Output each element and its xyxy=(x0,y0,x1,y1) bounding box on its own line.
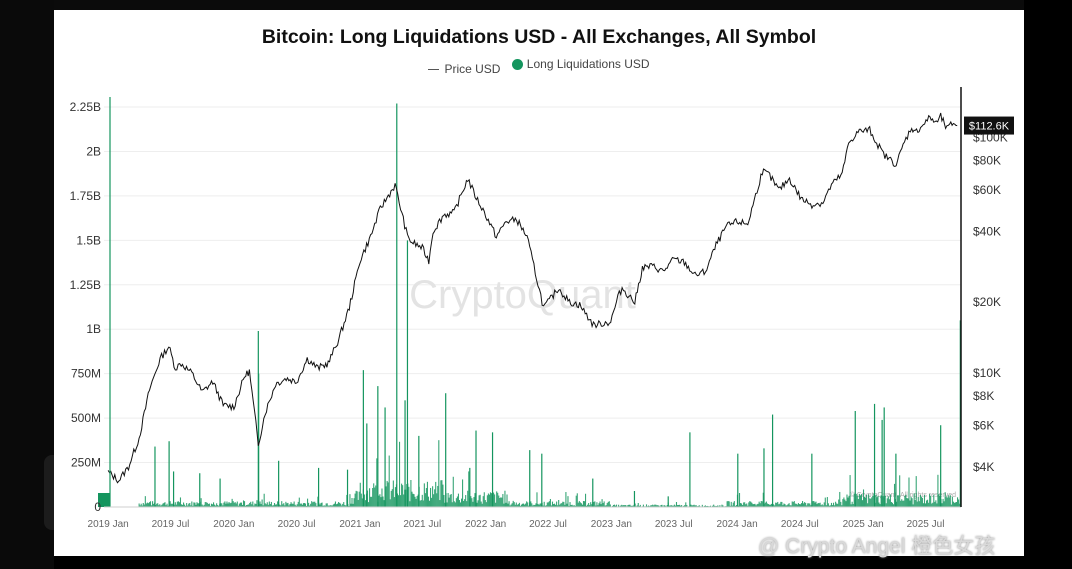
y-left-tick-label: 2B xyxy=(86,144,101,158)
x-tick-label: 2019 Jul xyxy=(152,519,190,530)
watermark-text: CryptoQuant xyxy=(409,273,636,317)
watermark-layer: CryptoQuant © CryptoQuant. All rights res… xyxy=(409,273,956,499)
legend-item-price[interactable]: Price USD xyxy=(428,62,500,76)
x-tick-label: 2020 Jul xyxy=(278,519,316,530)
y-left-tick-label: 0 xyxy=(94,500,101,514)
dot-legend-icon xyxy=(511,58,523,70)
right-dark-margin xyxy=(1024,0,1072,569)
y-left-tick-label: 2.25B xyxy=(70,100,101,114)
y-left-tick-label: 1.25B xyxy=(70,278,101,292)
x-tick-label: 2019 Jan xyxy=(88,519,129,530)
price-line-layer xyxy=(107,112,958,484)
y-left-tick-label: 1.75B xyxy=(70,189,101,203)
y-right-tick-label: $80K xyxy=(973,154,1001,168)
x-tick-label: 2025 Jan xyxy=(843,519,884,530)
x-tick-label: 2024 Jul xyxy=(781,519,819,530)
x-tick-label: 2022 Jan xyxy=(465,519,506,530)
axes-layer: 0 250M 500M 750M 1B 1.25B 1.5B 1.75B 2B 2.25B 2019… xyxy=(70,87,1014,530)
y-right-tick-label: $20K xyxy=(973,295,1001,309)
chart-title: Bitcoin: Long Liquidations USD - All Exc… xyxy=(261,26,817,48)
x-tick-label: 2022 Jul xyxy=(529,519,567,530)
y-right-tick-label: $40K xyxy=(973,224,1001,238)
y-right-tick-label: $4K xyxy=(973,460,994,474)
legend-item-liquidations[interactable]: Long Liquidations USD xyxy=(511,57,650,71)
y-left-tick-label: 750M xyxy=(71,367,101,381)
x-tick-label: 2023 Jul xyxy=(655,519,693,530)
chart-legend: Price USD Long Liquidations USD xyxy=(54,57,1024,76)
y-left-tick-label: 250M xyxy=(71,456,101,470)
chart-panel: Bitcoin: Long Liquidations USD - All Exc… xyxy=(54,10,1024,556)
x-tick-label: 2025 Jul xyxy=(907,519,945,530)
x-tick-label: 2024 Jan xyxy=(717,519,758,530)
y-left-tick-label: 1.5B xyxy=(76,233,101,247)
y-left-tick-label: 1B xyxy=(86,322,101,336)
y-right-tick-label: $10K xyxy=(973,366,1001,380)
copyright-text: © CryptoQuant. All rights reserved xyxy=(850,491,956,499)
price-line xyxy=(107,112,958,484)
x-tick-label: 2021 Jul xyxy=(403,519,441,530)
overlay-caption: @ Crypto Angel 橙色女孩 xyxy=(758,535,996,558)
x-tick-label: 2023 Jan xyxy=(591,519,632,530)
chart-svg: CryptoQuant © CryptoQuant. All rights res… xyxy=(70,87,1014,530)
y-right-tick-label: $8K xyxy=(973,389,994,403)
line-legend-icon xyxy=(428,68,440,70)
y-right-tick-label: $6K xyxy=(973,418,994,432)
x-tick-label: 2020 Jan xyxy=(213,519,254,530)
liquidation-bars xyxy=(98,103,961,507)
left-dark-margin xyxy=(0,0,58,569)
legend-label-liquidations: Long Liquidations USD xyxy=(526,57,650,71)
top-dark-bar xyxy=(0,0,1072,10)
price-badge-label: $112.6K xyxy=(969,121,1010,133)
origin-marker xyxy=(98,493,110,507)
y-right-tick-label: $60K xyxy=(973,183,1001,197)
y-left-tick-label: 500M xyxy=(71,411,101,425)
x-tick-label: 2021 Jan xyxy=(339,519,380,530)
legend-label-price: Price USD xyxy=(444,62,501,76)
price-badge xyxy=(964,116,1014,135)
grid-lines xyxy=(104,106,961,508)
